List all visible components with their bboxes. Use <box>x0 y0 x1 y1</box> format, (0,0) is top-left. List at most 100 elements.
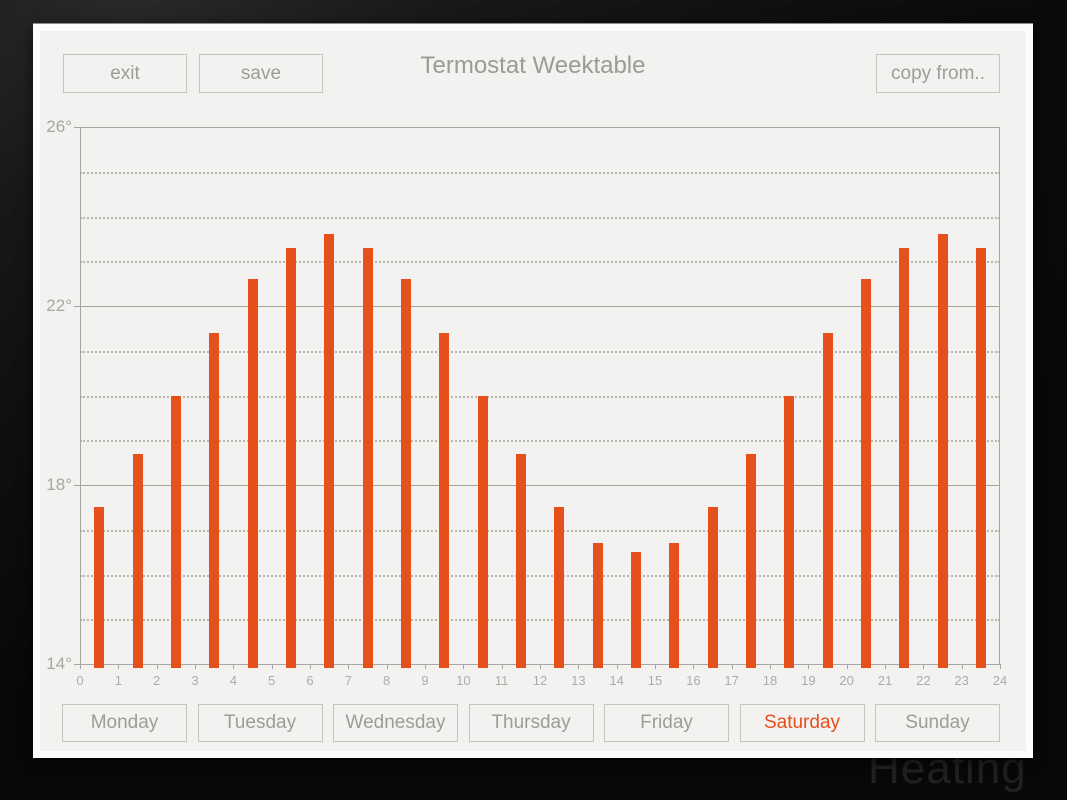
temperature-bar-hour-10[interactable] <box>477 395 488 668</box>
x-axis-tick <box>118 664 120 669</box>
temperature-bar-hour-15[interactable] <box>669 543 680 668</box>
temperature-bar-hour-22[interactable] <box>937 234 948 668</box>
x-axis-label: 13 <box>571 673 586 688</box>
x-axis-tick <box>808 664 810 669</box>
day-tab-thursday[interactable]: Thursday <box>468 704 594 742</box>
x-axis-tick <box>961 664 963 669</box>
x-axis-label: 8 <box>383 673 391 688</box>
y-axis-label: 22° <box>46 296 72 315</box>
temperature-bar-hour-21[interactable] <box>899 247 910 668</box>
x-axis-tick <box>233 664 235 669</box>
x-axis-tick <box>846 664 848 669</box>
x-axis-tick <box>386 664 388 669</box>
x-axis-label: 3 <box>191 673 199 688</box>
copy-from-button[interactable]: copy from.. <box>876 54 1000 93</box>
x-axis-label: 6 <box>306 673 314 688</box>
x-axis-tick <box>693 664 695 669</box>
gridline-dashed <box>80 216 1000 219</box>
temperature-bar-hour-19[interactable] <box>822 332 833 668</box>
x-axis-tick <box>540 664 541 669</box>
x-axis-label: 4 <box>229 673 237 688</box>
x-axis-tick <box>310 664 311 669</box>
x-axis-label: 9 <box>421 673 429 688</box>
day-tab-monday[interactable]: Monday <box>62 704 187 742</box>
x-axis-tick <box>348 664 350 669</box>
day-tab-wednesday[interactable]: Wednesday <box>333 704 458 742</box>
temperature-bar-hour-17[interactable] <box>745 453 756 668</box>
gridline-solid <box>80 127 1000 128</box>
gridline-solid <box>80 306 1000 307</box>
temperature-bar-hour-6[interactable] <box>324 234 335 668</box>
y-axis-tick <box>74 127 80 128</box>
gridline-dashed <box>80 171 1000 174</box>
temperature-bar-hour-20[interactable] <box>860 279 871 668</box>
temperature-bar-hour-14[interactable] <box>630 552 641 668</box>
x-axis-label: 12 <box>532 673 548 688</box>
x-axis-label: 20 <box>839 673 854 688</box>
x-axis-label: 22 <box>916 673 931 688</box>
x-axis-tick <box>501 664 503 669</box>
y-axis-label: 26° <box>46 117 72 136</box>
x-axis-label: 18 <box>762 673 778 688</box>
temperature-bar-hour-11[interactable] <box>515 453 526 668</box>
x-axis-label: 17 <box>724 673 739 688</box>
temperature-bar-hour-2[interactable] <box>170 395 181 668</box>
gridline-dashed <box>80 350 1000 353</box>
x-axis-tick <box>731 664 733 669</box>
x-axis-label: 14 <box>609 673 624 688</box>
temperature-bar-hour-7[interactable] <box>362 247 373 668</box>
day-tab-sunday[interactable]: Sunday <box>875 704 1000 742</box>
temperature-bar-hour-4[interactable] <box>247 279 258 668</box>
x-axis-tick <box>425 664 426 669</box>
temperature-bar-hour-16[interactable] <box>707 507 718 668</box>
gridline-dashed <box>80 574 1000 577</box>
x-axis-label: 7 <box>344 673 352 688</box>
x-axis-label: 1 <box>114 673 122 688</box>
day-tab-tuesday[interactable]: Tuesday <box>197 704 323 742</box>
x-axis-tick <box>770 664 771 669</box>
x-axis-tick <box>1000 664 1001 669</box>
gridline-dashed <box>80 440 1000 443</box>
temperature-bar-hour-13[interactable] <box>592 543 603 668</box>
x-axis-tick <box>616 664 618 669</box>
x-axis-tick <box>195 664 196 669</box>
day-tab-saturday[interactable]: Saturday <box>739 704 865 742</box>
y-axis-line <box>80 127 81 665</box>
gridline-solid <box>80 485 1000 486</box>
temperature-bar-hour-1[interactable] <box>132 453 143 668</box>
x-axis-label: 0 <box>76 673 84 688</box>
day-tabs-row: Monday Tuesday Wednesday Thursday Friday Satu… <box>62 704 1000 742</box>
day-tab-friday[interactable]: Friday <box>604 704 729 742</box>
temperature-bar-hour-12[interactable] <box>554 507 565 668</box>
x-axis-label: 15 <box>647 673 663 688</box>
save-button[interactable]: save <box>199 54 323 93</box>
gridline-dashed <box>80 395 1000 398</box>
x-axis-label: 19 <box>801 673 816 688</box>
y-axis-label: 14° <box>46 654 72 673</box>
temperature-bar-hour-9[interactable] <box>439 332 450 668</box>
x-axis-tick <box>655 664 656 669</box>
y-axis-tick <box>74 485 80 486</box>
x-axis-tick <box>885 664 886 669</box>
temperature-bar-hour-5[interactable] <box>285 247 296 668</box>
x-axis-label: 23 <box>954 673 969 688</box>
temperature-bar-hour-23[interactable] <box>975 247 986 668</box>
x-axis-tick <box>80 664 81 669</box>
x-axis-tick <box>463 664 465 669</box>
exit-button[interactable]: exit <box>63 54 187 93</box>
x-axis-label: 21 <box>877 673 893 688</box>
y-axis-label: 18° <box>46 475 72 494</box>
x-axis-tick <box>156 664 158 669</box>
x-axis-label: 11 <box>494 673 509 688</box>
page-title: Termostat Weektable <box>420 52 646 79</box>
temperature-bar-hour-8[interactable] <box>400 279 411 668</box>
temperature-bar-hour-0[interactable] <box>94 507 105 668</box>
weektable-chart: 26° 22° 18° 14° 0 1 2 3 4 5 6 7 8 9 10 11 12 13 14 15 16 17 18… <box>46 117 1007 688</box>
temperature-bar-hour-18[interactable] <box>784 395 795 668</box>
gridline-dashed <box>80 261 1000 264</box>
x-axis-label: 10 <box>456 673 471 688</box>
chart-right-border <box>999 127 1000 665</box>
temperature-bar-hour-3[interactable] <box>209 332 220 668</box>
gridline-dashed <box>80 529 1000 532</box>
x-axis-tick <box>271 664 273 669</box>
